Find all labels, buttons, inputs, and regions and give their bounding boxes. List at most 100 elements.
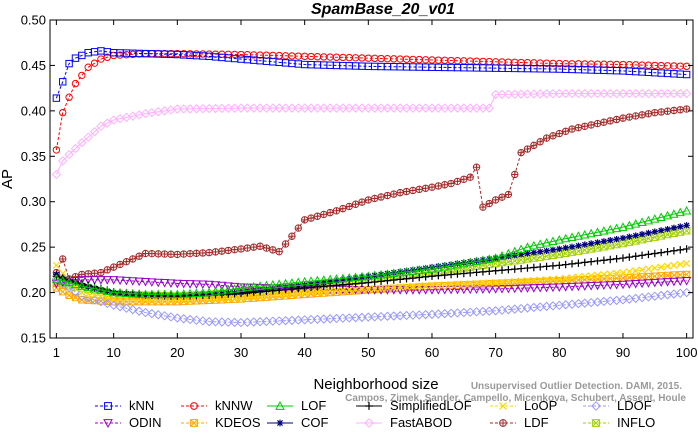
data-point-ldf (581, 122, 589, 130)
data-point-loop (638, 266, 646, 274)
data-point-ldf (154, 250, 162, 258)
data-point-loop (625, 268, 633, 276)
data-point-loop (472, 279, 481, 288)
legend-item-ldof: LDOF (583, 398, 652, 413)
data-point-simplifiedlof (657, 248, 665, 257)
data-point-ldof (312, 314, 323, 324)
data-point-simplifiedlof (517, 264, 525, 273)
data-point-cof (390, 269, 397, 276)
data-point-knnw (78, 71, 86, 80)
data-point-simplifiedlof (600, 256, 608, 264)
data-point-simplifiedlof (326, 282, 334, 290)
data-point-simplifiedlof (52, 272, 61, 280)
data-point-cof (632, 232, 639, 239)
data-point-loop (676, 260, 684, 269)
data-point-loop (530, 276, 538, 285)
data-point-lof (656, 212, 666, 222)
data-point-lof (586, 228, 596, 238)
data-point-ldof (198, 316, 208, 326)
axis-layer: 0.15 0.20 0.25 0.30 0.35 0.40 0.45 0.50 1 10 20 30 4… (21, 13, 698, 361)
data-point-odin (573, 282, 584, 292)
data-point-ldf (383, 191, 392, 200)
data-point-lof (185, 288, 195, 298)
data-point-knn (682, 70, 691, 79)
data-point-cof (626, 233, 633, 240)
data-point-lof (255, 281, 265, 290)
data-point-ldof (223, 317, 233, 327)
data-point-loop (447, 280, 455, 289)
data-point-odin (223, 282, 233, 291)
data-point-lof (280, 278, 291, 288)
data-point-fastabod (299, 103, 310, 113)
data-point-loop (428, 281, 436, 289)
data-point-lof (134, 289, 144, 298)
data-point-fastabod (261, 103, 272, 113)
data-point-ldf (625, 113, 634, 121)
data-point-fastabod (605, 88, 615, 99)
data-point-loop (383, 284, 392, 292)
data-point-cof (683, 222, 690, 229)
data-point-odin (172, 279, 182, 289)
data-point-knn (65, 59, 73, 68)
data-point-fastabod (427, 103, 437, 113)
data-point-ldof (287, 315, 297, 326)
data-point-lof (331, 274, 342, 283)
data-point-odin (529, 284, 539, 293)
data-point-loop (632, 267, 640, 275)
data-point-ldf (453, 177, 462, 186)
data-point-fastabod (465, 103, 475, 113)
data-point-odin (89, 276, 100, 285)
data-point-fastabod (172, 104, 183, 114)
data-point-simplifiedlof (288, 285, 296, 293)
data-point-lof (58, 275, 68, 285)
data-point-odin (478, 285, 488, 294)
data-point-fastabod (675, 88, 685, 99)
data-point-odin (631, 279, 641, 289)
data-point-odin (446, 285, 456, 295)
data-point-ldf (593, 119, 602, 128)
data-point-ldf (377, 193, 385, 201)
data-point-fastabod (229, 103, 240, 113)
data-point-fastabod (287, 103, 297, 113)
data-point-loop (243, 293, 251, 302)
data-point-fastabod (312, 103, 323, 113)
data-point-ldof (96, 296, 106, 307)
legend-marker-simplifiedlof (365, 402, 373, 410)
data-point-ldof (140, 307, 151, 318)
data-point-fastabod (586, 88, 596, 99)
data-point-kdeos (651, 272, 659, 280)
series-ldf (52, 105, 691, 283)
data-point-loop (670, 261, 678, 269)
data-point-simplifiedlof (383, 276, 392, 285)
data-point-cof (613, 235, 620, 243)
data-point-cof (505, 253, 512, 260)
legend-item-odin: ODIN (95, 415, 162, 430)
data-point-lof (516, 244, 526, 254)
data-point-odin (491, 285, 501, 294)
data-point-simplifiedlof (549, 262, 557, 270)
data-point-ldof (319, 314, 329, 324)
data-point-lof (140, 289, 151, 299)
data-point-ldof (681, 287, 692, 298)
data-point-simplifiedlof (453, 270, 462, 278)
data-point-inflo (554, 250, 564, 259)
data-point-odin (191, 280, 202, 289)
data-point-fastabod (669, 88, 679, 99)
data-point-ldf (103, 266, 111, 274)
data-point-loop (269, 291, 277, 299)
x-tick-label: 10 (106, 345, 120, 360)
data-point-cof (530, 249, 538, 256)
data-point-loop (421, 282, 430, 290)
data-point-lof (580, 229, 590, 239)
data-point-fastabod (77, 137, 87, 148)
data-point-loop (345, 286, 353, 294)
data-point-ldf (491, 196, 500, 204)
legend-label-ldof: LDOF (617, 398, 652, 413)
data-point-odin (459, 285, 469, 295)
data-point-ldf (256, 242, 264, 250)
data-point-odin (420, 286, 431, 295)
data-point-lof (268, 280, 278, 289)
data-point-simplifiedlof (625, 253, 634, 261)
data-point-lof (51, 274, 62, 283)
